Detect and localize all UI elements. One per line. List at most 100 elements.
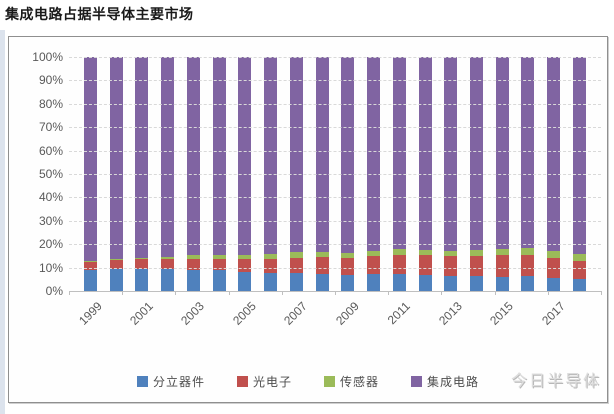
bar-2006 xyxy=(264,57,278,291)
bar-segment-integrated-circuits xyxy=(84,57,97,261)
x-axis-tick xyxy=(388,291,390,295)
y-axis-tick-label: 20% xyxy=(38,237,63,252)
bar-segment-discrete-devices xyxy=(238,272,252,291)
y-axis-tick-label: 40% xyxy=(38,190,63,205)
bar-segment-sensors xyxy=(161,257,175,259)
bar-segment-optoelectronics xyxy=(186,258,200,270)
bar-segment-optoelectronics xyxy=(135,258,149,269)
x-axis xyxy=(69,291,602,296)
y-axis: 100% 90% 80% 70% 60% 50% 40% 30% 20% 10% 0% xyxy=(9,50,63,298)
chart-frame: 100% 90% 80% 70% 60% 50% 40% 30% 20% 10% 0% 分立器件 光电… xyxy=(8,36,608,403)
bar-1999 xyxy=(84,57,97,291)
bar-segment-discrete-devices xyxy=(84,269,97,291)
bar-segment-sensors xyxy=(109,259,123,261)
bar-segment-integrated-circuits xyxy=(521,57,535,248)
bar-segment-optoelectronics xyxy=(238,259,252,273)
bar-segment-sensors xyxy=(264,254,278,259)
bar-segment-discrete-devices xyxy=(135,268,149,291)
bar-segment-optoelectronics xyxy=(495,255,509,277)
bar-segment-optoelectronics xyxy=(392,254,406,274)
bar-segment-sensors xyxy=(547,251,561,259)
bar-segment-integrated-circuits xyxy=(109,57,123,260)
grid-line xyxy=(69,174,601,175)
x-axis-tick-label: 2015 xyxy=(487,299,517,328)
legend: 分立器件 光电子 传感器 集成电路 xyxy=(9,373,607,390)
x-axis-tick-label: 2007 xyxy=(281,299,311,328)
y-axis-tick-label: 10% xyxy=(38,260,63,275)
y-axis-tick-label: 30% xyxy=(38,213,63,228)
legend-item-discrete-devices: 分立器件 xyxy=(136,373,205,390)
legend-label: 分立器件 xyxy=(152,375,205,389)
bar-2005 xyxy=(238,57,252,291)
bar-segment-discrete-devices xyxy=(521,276,535,291)
legend-item-optoelectronics: 光电子 xyxy=(236,373,292,390)
bar-segment-optoelectronics xyxy=(470,256,484,276)
bar-segment-integrated-circuits xyxy=(470,57,484,251)
bar-2007 xyxy=(289,57,303,291)
bar-segment-discrete-devices xyxy=(392,273,406,291)
legend-label: 集成电路 xyxy=(427,375,480,389)
bar-segment-sensors xyxy=(341,252,355,258)
bar-segment-optoelectronics xyxy=(289,257,303,274)
bar-segment-integrated-circuits xyxy=(186,57,200,256)
x-axis-tick-label: 2001 xyxy=(127,299,156,328)
grid-line xyxy=(69,197,601,199)
grid-line xyxy=(69,103,601,105)
y-axis-tick-label: 70% xyxy=(38,120,63,135)
bar-segment-discrete-devices xyxy=(264,272,278,291)
bar-segment-sensors xyxy=(135,257,149,259)
bar-segment-discrete-devices xyxy=(418,274,432,291)
x-axis-tick-label: 2017 xyxy=(538,299,568,328)
bar-segment-integrated-circuits xyxy=(495,57,509,250)
bar-segment-integrated-circuits xyxy=(264,57,278,255)
y-axis-tick-label: 100% xyxy=(32,50,63,64)
legend-swatch-discrete-devices xyxy=(136,376,148,387)
bar-segment-sensors xyxy=(212,254,226,259)
x-axis-tick-label: 2011 xyxy=(385,299,414,328)
bar-segment-optoelectronics xyxy=(341,257,355,275)
x-axis-tick xyxy=(335,291,336,295)
legend-swatch-optoelectronics xyxy=(236,376,248,387)
bar-segment-optoelectronics xyxy=(572,260,586,280)
bar-segment-sensors xyxy=(418,249,432,256)
bar-segment-optoelectronics xyxy=(367,256,381,274)
x-axis-tick-label: 2005 xyxy=(230,299,259,328)
bar-segment-sensors xyxy=(495,249,509,256)
x-axis-tick xyxy=(441,291,443,295)
bar-2004 xyxy=(212,57,226,291)
bar-segment-integrated-circuits xyxy=(547,57,561,252)
bar-segment-integrated-circuits xyxy=(161,57,175,258)
bar-segment-discrete-devices xyxy=(109,269,123,291)
bar-segment-sensors xyxy=(444,250,458,257)
legend-swatch-integrated-circuits xyxy=(411,376,423,387)
bar-segment-optoelectronics xyxy=(84,261,97,270)
bar-segment-sensors xyxy=(84,260,97,262)
bar-segment-discrete-devices xyxy=(495,276,509,291)
watermark-text: 今日半导体 xyxy=(510,373,601,390)
bar-segment-integrated-circuits xyxy=(315,57,329,252)
y-axis-tick-label: 90% xyxy=(38,73,63,88)
bar-segment-optoelectronics xyxy=(418,255,432,275)
bar-2011 xyxy=(392,57,406,291)
bar-segment-integrated-circuits xyxy=(392,57,406,250)
bar-segment-discrete-devices xyxy=(212,270,226,291)
x-axis-tick-label: 2009 xyxy=(332,299,362,328)
bar-segment-discrete-devices xyxy=(289,273,303,291)
legend-item-integrated-circuits: 集成电路 xyxy=(411,373,479,390)
bar-segment-discrete-devices xyxy=(161,269,175,291)
x-axis-tick-label: 1999 xyxy=(75,299,105,328)
bar-segment-integrated-circuits xyxy=(135,57,149,258)
plot-area xyxy=(69,57,601,292)
bar-segment-integrated-circuits xyxy=(289,57,303,253)
grid-line xyxy=(69,267,601,269)
bar-segment-sensors xyxy=(186,255,200,259)
x-axis-tick xyxy=(69,291,70,295)
bar-segment-integrated-circuits xyxy=(238,57,252,256)
bar-segment-discrete-devices xyxy=(444,275,458,291)
bar-segment-discrete-devices xyxy=(470,275,484,291)
bar-segment-optoelectronics xyxy=(444,256,458,276)
bar-2008 xyxy=(315,57,329,291)
bar-segment-optoelectronics xyxy=(315,256,329,274)
x-axis-tick xyxy=(494,291,496,295)
